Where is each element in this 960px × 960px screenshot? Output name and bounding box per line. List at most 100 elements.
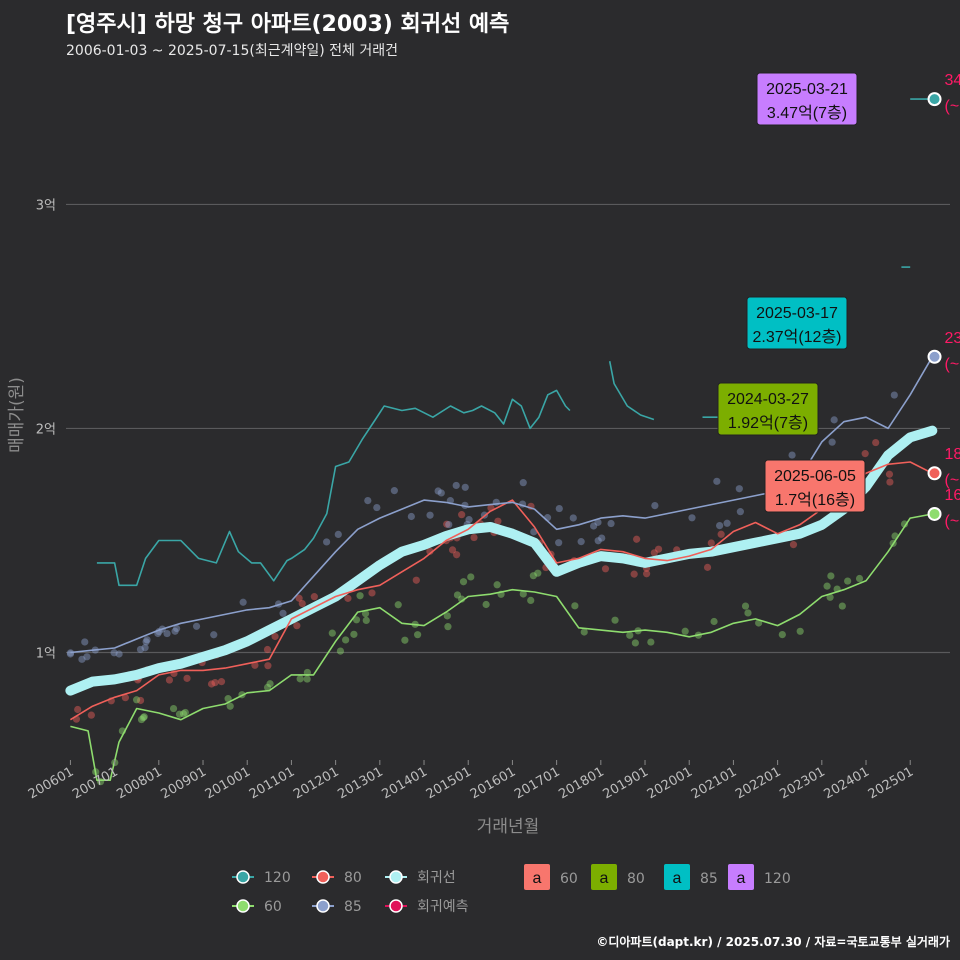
scatter-point-80: [453, 551, 461, 559]
scatter-point-85: [322, 538, 331, 546]
scatter-point-60: [631, 639, 639, 647]
series-line-120: [96, 389, 571, 587]
scatter-point-60: [744, 609, 752, 617]
scatter-point-60: [352, 616, 361, 624]
scatter-point-85: [210, 631, 218, 639]
x-tick-label: 201301: [335, 764, 385, 802]
annotation-price: 3.47억(7층): [767, 104, 847, 122]
scatter-point-80: [630, 570, 638, 578]
annotation-date: 2025-06-05: [774, 468, 856, 485]
scatter-point-60: [140, 713, 148, 721]
scatter-point-85: [713, 477, 721, 485]
y-tick-label: 3억: [36, 198, 56, 213]
scatter-point-80: [633, 535, 641, 543]
scatter-point-85: [171, 627, 179, 635]
scatter-point-80: [310, 593, 318, 601]
scatter-point-85: [788, 451, 796, 459]
scatter-point-80: [207, 680, 216, 688]
scatter-point-85: [594, 518, 602, 526]
scatter-point-60: [356, 592, 364, 600]
scatter-point-85: [590, 522, 598, 530]
scatter-point-85: [407, 512, 415, 521]
scatter-point-80: [165, 676, 174, 684]
scatter-point-85: [81, 638, 89, 646]
x-tick-label: 201701: [512, 764, 562, 802]
scatter-point-85: [141, 644, 149, 652]
scatter-point-80: [654, 545, 663, 553]
regression-line: [65, 425, 938, 696]
legend-label: 회귀선: [417, 870, 456, 886]
scatter-point-85: [239, 598, 247, 606]
scatter-point-60: [350, 630, 358, 638]
x-tick-label: 201001: [203, 764, 253, 802]
chart-title: [영주시] 하망 청구 아파트(2003) 회귀선 예측: [66, 12, 510, 37]
annotation-box: [756, 72, 858, 126]
legend-dot-key: [389, 899, 403, 913]
scatter-point-60: [827, 572, 835, 580]
scatter-point-60: [826, 593, 834, 601]
legend-label: 85: [344, 899, 362, 915]
legend-dot-key: [389, 870, 403, 884]
y-axis-title: 매매가(원): [7, 377, 27, 453]
annotation-price: 1.7억(16층): [775, 491, 855, 509]
end-point-80: [927, 466, 942, 481]
legend-box-glyph: a: [673, 870, 682, 887]
scatter-point-60: [796, 627, 804, 635]
scatter-point-60: [467, 573, 475, 581]
y-tick-label: 1억: [36, 646, 56, 661]
legend-box-glyph: a: [737, 870, 746, 887]
scatter-point-85: [577, 538, 585, 546]
scatter-point-85: [555, 504, 563, 513]
scatter-point-60: [175, 710, 184, 718]
x-tick-label: 200601: [26, 764, 76, 802]
scatter-point-80: [861, 450, 869, 458]
scatter-point-80: [458, 511, 466, 519]
scatter-point-85: [735, 485, 743, 493]
scatter-point-80: [650, 549, 658, 557]
end-value-label: 34,700: [945, 72, 960, 89]
scatter-point-80: [707, 539, 715, 547]
scatter-point-85: [83, 653, 91, 661]
legend-dot-key: [316, 899, 330, 913]
legend-box-glyph: a: [600, 870, 609, 887]
scatter-point-60: [336, 647, 345, 655]
scatter-point-60: [493, 581, 501, 589]
x-tick-label: 202101: [689, 764, 739, 802]
scatter-point-85: [78, 655, 86, 663]
x-tick-label: 200901: [159, 764, 209, 802]
scatter-point-80: [251, 661, 259, 669]
scatter-point-60: [741, 602, 750, 610]
chart-caption: ©디아파트(dapt.kr) / 2025.07.30 / 자료=국토교통부 실…: [596, 935, 950, 949]
x-tick-label: 201501: [424, 764, 474, 802]
scatter-point-85: [607, 519, 615, 528]
legend-dot-key: [236, 870, 250, 884]
scatter-point-85: [426, 511, 434, 519]
y-tick-label: 2억: [36, 422, 56, 437]
x-tick-label: 202001: [645, 764, 695, 802]
scatter-point-60: [710, 617, 718, 626]
scatter-point-60: [414, 631, 422, 639]
legend-box-key: [664, 864, 690, 890]
scatter-point-85: [736, 508, 744, 516]
scatter-point-60: [137, 715, 146, 724]
scatter-point-85: [390, 487, 398, 495]
scatter-point-60: [823, 582, 831, 590]
x-tick-label: 201201: [291, 764, 341, 802]
scatter-point-60: [626, 631, 634, 639]
scatter-point-60: [571, 602, 579, 610]
scatter-point-80: [643, 570, 651, 578]
scatter-point-85: [716, 521, 724, 530]
scatter-point-60: [844, 577, 852, 585]
legend-dot-key: [316, 870, 330, 884]
legend-label: 60: [264, 899, 282, 915]
scatter-point-85: [598, 534, 606, 542]
legend-label: 회귀예측: [417, 899, 469, 915]
scatter-point-60: [361, 610, 370, 618]
scatter-point-60: [303, 675, 311, 683]
scatter-point-85: [651, 501, 659, 510]
scatter-point-85: [279, 609, 287, 617]
scatter-point-60: [263, 683, 272, 692]
scatter-point-60: [855, 574, 864, 583]
end-area-label: (~60㎡): [945, 512, 960, 530]
scatter-point-60: [534, 569, 542, 577]
